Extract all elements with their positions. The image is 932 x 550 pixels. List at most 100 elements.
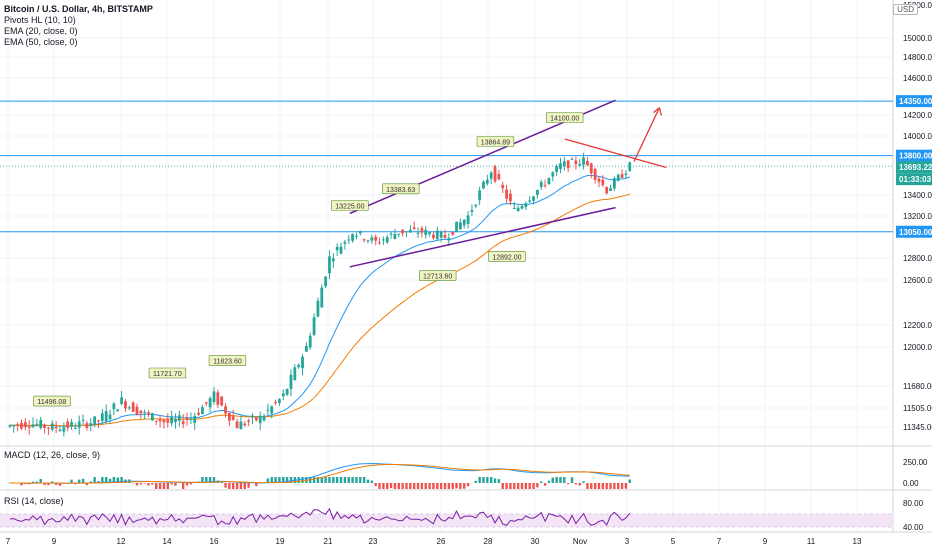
macd-hist-bar xyxy=(543,483,547,486)
resistance-line xyxy=(564,138,667,169)
macd-hist-bar xyxy=(74,483,77,485)
macd-hist-bar xyxy=(463,483,466,489)
level-badge-box xyxy=(896,225,932,238)
candle-body xyxy=(601,179,605,186)
candle-body xyxy=(100,413,104,421)
candle-body xyxy=(8,425,12,427)
pivot-label: 11721.70 xyxy=(153,371,182,378)
macd-hist-bar xyxy=(116,477,119,483)
macd-hist-bar xyxy=(312,477,316,483)
candle-body xyxy=(301,356,304,369)
candle-body xyxy=(343,241,347,244)
indicator-pivots[interactable]: Pivots HL (10, 10) xyxy=(4,15,76,25)
candle-body xyxy=(543,184,547,186)
candle-body xyxy=(85,423,89,428)
macd-hist-bar xyxy=(482,477,485,483)
candle-body xyxy=(447,238,451,241)
macd-hist-bar xyxy=(351,477,354,483)
candle-body xyxy=(66,421,70,428)
candle-body xyxy=(97,420,100,422)
macd-hist-bar xyxy=(35,481,39,483)
candle-body xyxy=(50,423,54,430)
macd-hist-bar xyxy=(316,477,320,483)
candle-body xyxy=(505,189,508,199)
macd-hist-bar xyxy=(578,483,581,486)
candle-body xyxy=(35,423,39,425)
time-tick: 11 xyxy=(807,537,816,546)
time-tick: 16 xyxy=(210,537,219,546)
candle-body xyxy=(227,412,231,421)
macd-hist-bar xyxy=(474,480,477,483)
indicator-ema20[interactable]: EMA (20, close, 0) xyxy=(4,26,78,36)
macd-hist-bar xyxy=(343,477,347,483)
candle-body xyxy=(208,398,212,408)
level-badge-box xyxy=(896,95,932,108)
macd-hist-bar xyxy=(282,477,285,483)
candle-body xyxy=(562,161,566,167)
candle-body xyxy=(478,190,482,201)
macd-hist-bar xyxy=(409,483,412,489)
currency-badge[interactable]: USD xyxy=(893,4,918,15)
macd-hist-bar xyxy=(81,478,85,483)
candle-body xyxy=(62,427,66,432)
candle-body xyxy=(112,403,116,410)
rsi-label[interactable]: RSI (14, close) xyxy=(4,496,64,506)
time-tick: 14 xyxy=(163,537,172,546)
candle-body xyxy=(247,420,251,422)
candle-body xyxy=(204,402,208,404)
indicator-ema50[interactable]: EMA (50, close, 0) xyxy=(4,37,78,47)
macd-hist-bar xyxy=(112,477,116,483)
candle-body xyxy=(609,188,612,191)
candle-body xyxy=(170,417,174,424)
macd-hist-bar xyxy=(497,479,501,483)
candle-body xyxy=(251,415,254,418)
macd-hist-bar xyxy=(563,477,566,483)
macd-hist-bar xyxy=(39,479,42,483)
macd-hist-bar xyxy=(143,483,146,484)
level-badge-box xyxy=(896,149,932,162)
macd-hist-bar xyxy=(266,478,270,483)
pivot-label: 13225.00 xyxy=(335,203,364,210)
macd-hist-bar xyxy=(362,477,366,483)
price-tick: 15000.00 xyxy=(903,34,932,43)
price-tick: 11680.00 xyxy=(903,382,932,391)
chart-legend: Bitcoin / U.S. Dollar, 4h, BITSTAMP Pivo… xyxy=(4,4,153,48)
pivot-labels: 11496.08 11721.70 11823.60 13225.00 13383.63… xyxy=(33,112,584,407)
pivot-label: 12713.60 xyxy=(423,274,452,281)
macd-hist-bar xyxy=(486,477,489,483)
macd-hist-bar xyxy=(170,483,173,485)
macd-hist-bar xyxy=(566,483,570,485)
pivot-label-box xyxy=(148,367,187,379)
candle-body xyxy=(320,287,324,308)
macd-hist-bar xyxy=(20,483,23,486)
macd-hist-bar xyxy=(355,477,358,483)
macd-hist-bar xyxy=(432,483,435,489)
macd-hist-bar xyxy=(559,477,562,483)
macd-hist-bar xyxy=(617,483,620,489)
candle-body xyxy=(316,300,320,317)
macd-label[interactable]: MACD (12, 26, close, 9) xyxy=(4,450,101,460)
macd-hist-bar xyxy=(443,483,447,489)
candle-body xyxy=(408,229,412,233)
rsi-tick: 40.00 xyxy=(903,523,924,532)
candle-body xyxy=(189,418,193,420)
macd-hist-bar xyxy=(332,477,335,483)
symbol-title[interactable]: Bitcoin / U.S. Dollar, 4h, BITSTAMP xyxy=(4,4,153,14)
candle-body xyxy=(582,157,585,165)
candle-body xyxy=(597,178,601,182)
price-tick: 14800.00 xyxy=(903,53,932,62)
candle-body xyxy=(224,406,227,414)
candle-body xyxy=(254,417,258,421)
candle-body xyxy=(154,420,158,422)
time-tick: 26 xyxy=(437,537,446,546)
macd-hist-bar xyxy=(147,483,150,486)
time-tick: 9 xyxy=(52,537,57,546)
candle-body xyxy=(12,425,16,427)
candle-body xyxy=(77,421,81,428)
macd-hist-bar xyxy=(620,483,624,489)
macd-hist-bar xyxy=(324,477,327,483)
macd-hist-bar xyxy=(540,481,543,483)
candle-body xyxy=(181,421,185,425)
macd-hist-bar xyxy=(255,483,258,487)
